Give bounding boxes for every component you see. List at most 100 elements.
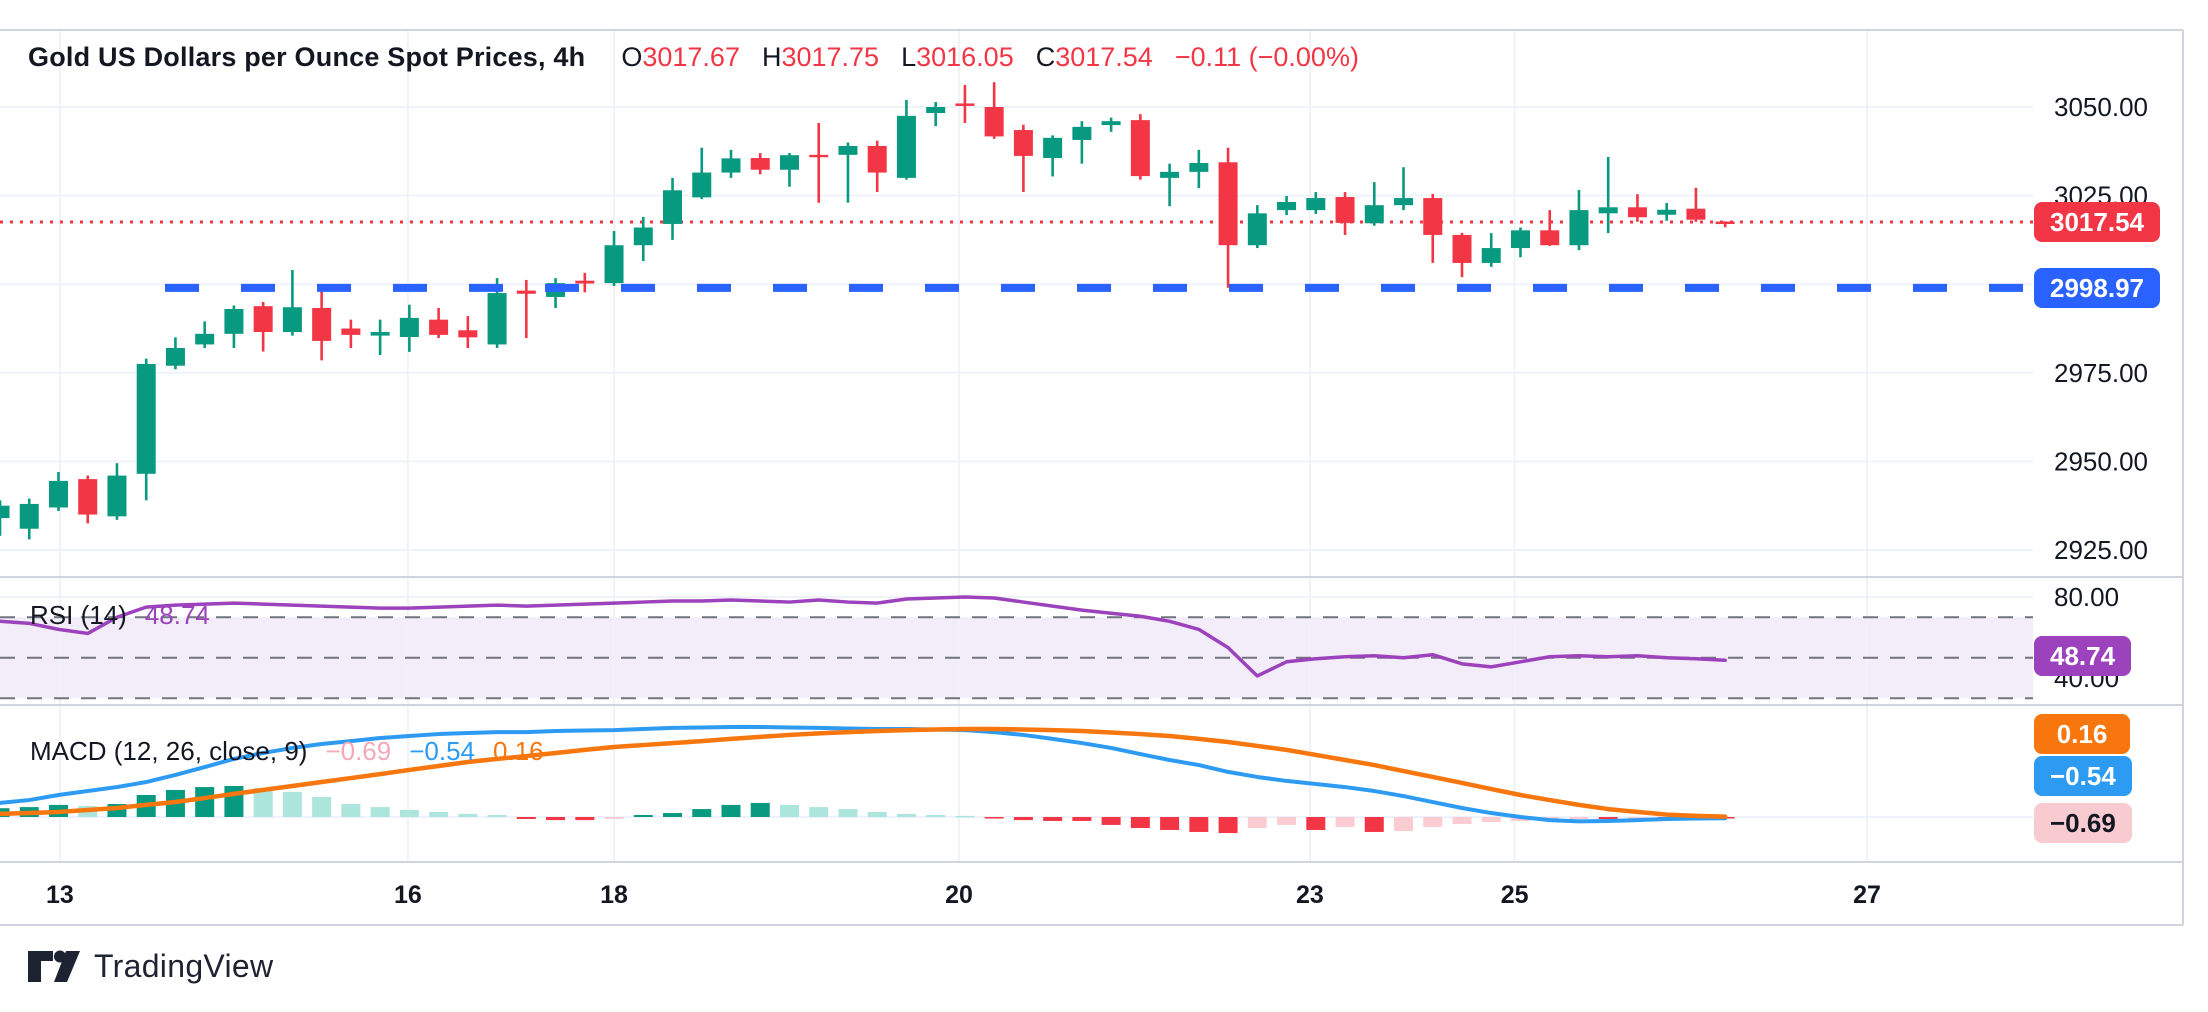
macd-hist-value: −0.69 bbox=[325, 736, 392, 766]
last-price-badge[interactable]: 3017.54 bbox=[2034, 202, 2160, 242]
candle-body bbox=[633, 227, 653, 246]
time-axis-label[interactable]: 16 bbox=[394, 881, 422, 909]
candle-body bbox=[1423, 198, 1443, 235]
macd-histogram-bar bbox=[487, 815, 507, 817]
candle-body bbox=[107, 475, 127, 517]
rsi-line bbox=[0, 595, 1727, 678]
macd-histogram-bar bbox=[341, 804, 361, 817]
candle-body bbox=[78, 479, 98, 515]
ohlc-low: L3016.05 bbox=[901, 42, 1014, 72]
candle-body bbox=[663, 190, 683, 224]
rsi-indicator-label[interactable]: RSI (14) 48.74 bbox=[30, 600, 210, 631]
macd-histogram-bar bbox=[1218, 817, 1238, 834]
tradingview-logo-icon bbox=[28, 950, 80, 982]
candle-body bbox=[516, 290, 536, 294]
time-axis-label[interactable]: 23 bbox=[1296, 881, 1324, 909]
time-axis-label[interactable]: 25 bbox=[1501, 881, 1529, 909]
price-axis-label[interactable]: 2925.00 bbox=[2054, 535, 2148, 565]
candle-body bbox=[955, 103, 975, 106]
rsi-value-badge[interactable]: 48.74 bbox=[2034, 636, 2132, 676]
candle-body bbox=[1452, 234, 1472, 263]
macd-histogram-bar bbox=[1627, 817, 1647, 819]
symbol-title[interactable]: Gold US Dollars per Ounce Spot Prices, 4… bbox=[28, 42, 586, 72]
candle-body bbox=[1013, 130, 1033, 156]
macd-histogram-bar bbox=[1306, 817, 1326, 830]
candle-body bbox=[370, 332, 390, 336]
price-axis-label[interactable]: 2975.00 bbox=[2054, 358, 2148, 388]
macd-histogram-bar bbox=[253, 787, 273, 817]
candle-body bbox=[429, 319, 449, 335]
macd-histogram-bar bbox=[399, 809, 419, 817]
candle-body bbox=[341, 328, 361, 335]
macd-histogram-bar bbox=[1364, 817, 1384, 832]
candle-body bbox=[1715, 221, 1735, 224]
macd-histogram-bar bbox=[458, 813, 478, 817]
macd-histogram-bar bbox=[1598, 817, 1618, 819]
ohlc-high: H3017.75 bbox=[761, 42, 880, 72]
tradingview-logo[interactable]: TradingView bbox=[28, 948, 273, 985]
price-axis-label[interactable]: 3050.00 bbox=[2054, 92, 2148, 122]
macd-histogram-bar bbox=[546, 817, 566, 821]
macd-name: MACD (12, 26, close, 9) bbox=[30, 736, 308, 766]
macd-main-value: −0.54 bbox=[409, 736, 476, 766]
macd-histogram-bar bbox=[1335, 817, 1355, 827]
macd-histogram-bar bbox=[575, 817, 595, 821]
macd-histogram-bar bbox=[516, 817, 536, 819]
macd-histogram-bar bbox=[429, 811, 449, 817]
macd-histogram-bar bbox=[1072, 817, 1092, 821]
macd-histogram-bar bbox=[867, 811, 887, 817]
rsi-value: 48.74 bbox=[144, 600, 210, 630]
time-axis-label[interactable]: 27 bbox=[1853, 881, 1881, 909]
macd-indicator-label[interactable]: MACD (12, 26, close, 9) −0.69 −0.54 0.16 bbox=[30, 736, 544, 767]
candle-body bbox=[1247, 213, 1267, 246]
price-change: −0.11 (−0.00%) bbox=[1174, 42, 1359, 72]
macd-histogram-bar bbox=[1569, 817, 1589, 819]
candle-body bbox=[575, 280, 595, 284]
level-line-price-badge[interactable]: 2998.97 bbox=[2034, 268, 2160, 308]
macd-histogram-bar bbox=[633, 815, 653, 817]
time-axis-label[interactable]: 13 bbox=[46, 881, 74, 909]
candle-body bbox=[253, 306, 273, 333]
macd-hist-badge[interactable]: −0.69 bbox=[2034, 803, 2132, 843]
symbol-header[interactable]: Gold US Dollars per Ounce Spot Prices, 4… bbox=[28, 42, 1359, 73]
macd-histogram-bar bbox=[1013, 817, 1033, 821]
macd-histogram-bar bbox=[1189, 817, 1209, 832]
candle-body bbox=[604, 245, 624, 284]
candle-body bbox=[399, 317, 419, 338]
candle-body bbox=[0, 505, 10, 519]
rsi-axis-label[interactable]: 80.00 bbox=[2054, 582, 2119, 612]
candle-body bbox=[1394, 198, 1414, 206]
macd-histogram-bar bbox=[750, 802, 770, 817]
candle-body bbox=[165, 347, 185, 366]
candle-body bbox=[779, 155, 799, 170]
candle-body bbox=[1306, 198, 1326, 211]
price-axis-label[interactable]: 2950.00 bbox=[2054, 446, 2148, 476]
macd-histogram-bar bbox=[838, 809, 858, 817]
macd-main-badge[interactable]: −0.54 bbox=[2034, 756, 2132, 796]
macd-signal-badge[interactable]: 0.16 bbox=[2034, 714, 2130, 754]
candle-body bbox=[282, 307, 302, 333]
macd-histogram-bar bbox=[224, 785, 244, 817]
candle-body bbox=[838, 145, 858, 155]
candle-body bbox=[896, 115, 916, 178]
candle-body bbox=[984, 107, 1004, 137]
macd-histogram-bar bbox=[1394, 817, 1414, 832]
macd-histogram-bar bbox=[779, 804, 799, 817]
macd-histogram-bar bbox=[896, 813, 916, 817]
candle-body bbox=[1043, 137, 1063, 159]
candle-body bbox=[1335, 197, 1355, 223]
time-axis-label[interactable]: 20 bbox=[945, 881, 973, 909]
candle-body bbox=[1481, 248, 1501, 263]
rsi-name: RSI (14) bbox=[30, 600, 127, 630]
macd-histogram-bar bbox=[955, 815, 975, 818]
time-axis-label[interactable]: 18 bbox=[600, 881, 628, 909]
candle-body bbox=[19, 503, 39, 529]
candle-body bbox=[1657, 209, 1677, 215]
candle-body bbox=[48, 480, 68, 508]
candle-body bbox=[1072, 126, 1092, 140]
macd-histogram-bar bbox=[1452, 817, 1472, 825]
macd-histogram-bar bbox=[195, 787, 215, 817]
macd-histogram-bar bbox=[1130, 817, 1150, 828]
macd-histogram-bar bbox=[984, 817, 1004, 819]
